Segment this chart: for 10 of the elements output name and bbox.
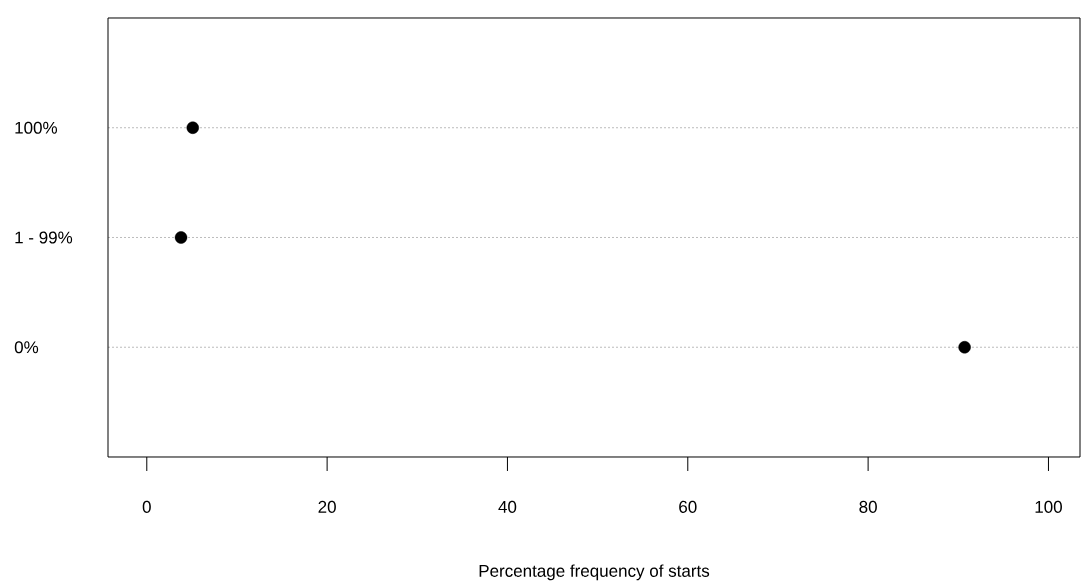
x-tick-label: 0 — [142, 500, 151, 513]
x-axis-title: Percentage frequency of starts — [479, 564, 710, 581]
x-tick-label: 100 — [1035, 500, 1062, 513]
x-tick-label: 80 — [859, 500, 877, 513]
y-tick-label: 0% — [14, 341, 39, 354]
x-tick-label: 40 — [498, 500, 517, 513]
x-tick-label: 20 — [318, 500, 336, 513]
x-tick-label: 60 — [679, 500, 697, 513]
y-tick-label: 1 - 99% — [15, 231, 73, 244]
y-tick-label: 100% — [15, 121, 58, 134]
